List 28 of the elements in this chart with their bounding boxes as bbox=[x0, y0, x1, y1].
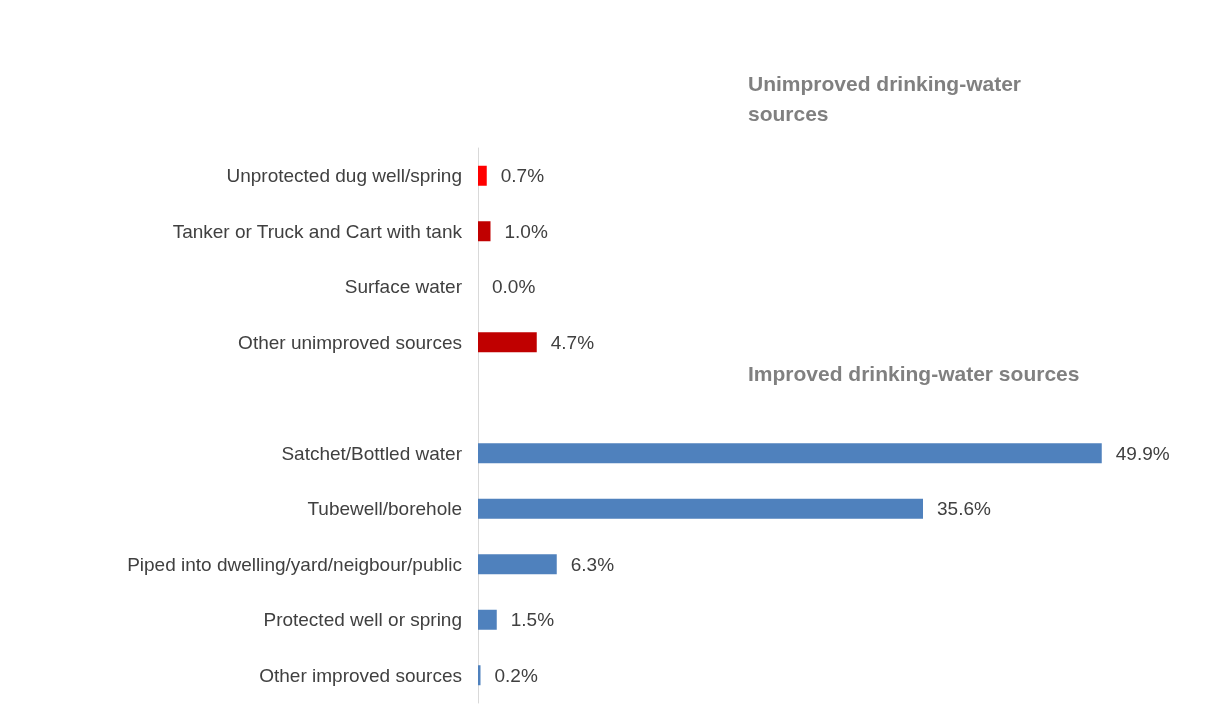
data-label: 6.3% bbox=[570, 553, 615, 575]
bar bbox=[478, 165, 487, 186]
data-label: 0.0% bbox=[492, 276, 536, 298]
annotation: Improved drinking-water sources bbox=[748, 361, 1080, 385]
text: Unimproved drinking-water sources bbox=[748, 71, 1022, 125]
y-tick-label: Tanker or Truck and Cart with tank bbox=[172, 220, 463, 242]
data-label: 0.2% bbox=[494, 664, 538, 686]
y-tick-label: Protected well or spring bbox=[263, 609, 462, 631]
bar bbox=[478, 554, 557, 575]
data-label: 1.0% bbox=[504, 220, 548, 242]
data-label: 49.9% bbox=[1115, 442, 1170, 464]
bar bbox=[478, 443, 1102, 464]
bar bbox=[478, 665, 481, 686]
data-label: 1.5% bbox=[510, 609, 555, 631]
bar bbox=[478, 609, 497, 630]
y-tick-label: Surface water bbox=[344, 276, 463, 298]
bar bbox=[478, 332, 537, 353]
bar bbox=[478, 221, 491, 242]
data-label: 35.6% bbox=[937, 498, 991, 520]
y-tick-label: Satchet/Bottled water bbox=[281, 442, 463, 464]
data-label: 0.7% bbox=[500, 165, 545, 187]
y-tick-label: Unprotected dug well/spring bbox=[226, 165, 462, 187]
bar bbox=[478, 498, 923, 519]
y-tick-label: Tubewell/borehole bbox=[307, 498, 462, 520]
data-label: 4.7% bbox=[550, 331, 595, 353]
y-tick-label: Other unimproved sources bbox=[238, 331, 462, 353]
y-tick-label: Other improved sources bbox=[259, 664, 462, 686]
y-tick-label: Piped into dwelling/yard/neigbour/public bbox=[127, 553, 462, 575]
